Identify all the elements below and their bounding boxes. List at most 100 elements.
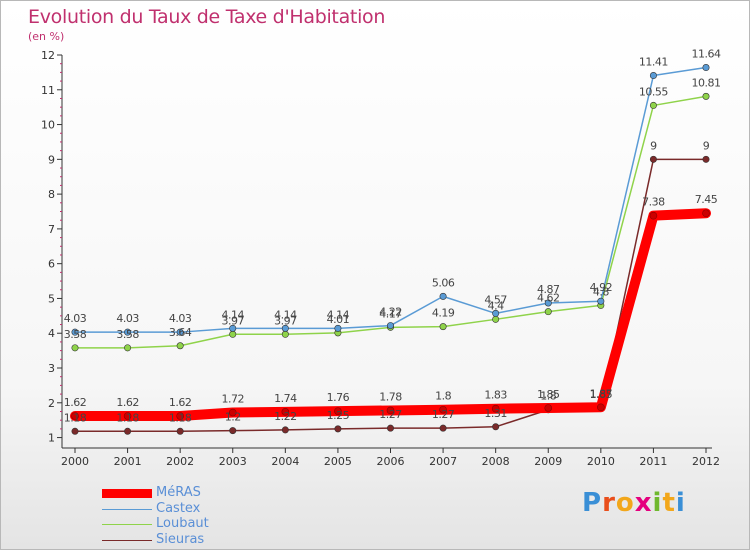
- data-label: 10.81: [692, 76, 721, 89]
- data-label: 4.01: [327, 313, 350, 326]
- data-label: 1.74: [274, 392, 297, 405]
- y-tick-label: 3: [48, 362, 55, 375]
- data-label: 4.14: [327, 308, 350, 321]
- y-tick-label: 8: [48, 188, 55, 201]
- x-tick-label: 2002: [166, 455, 194, 468]
- data-point: [649, 72, 657, 80]
- data-label: 7.45: [695, 193, 718, 206]
- data-point: [176, 328, 184, 336]
- data-label: 4.8: [593, 285, 609, 298]
- logo-letter: i: [675, 488, 686, 518]
- data-label: 4.57: [484, 293, 507, 306]
- data-point: [71, 328, 79, 336]
- data-point: [439, 405, 447, 414]
- data-label: 1.18: [169, 411, 192, 424]
- data-point: [544, 404, 553, 412]
- y-tick-label: 6: [48, 258, 55, 271]
- data-point: [649, 101, 657, 109]
- y-tick-label: 2: [48, 397, 55, 410]
- x-tick-label: 2001: [114, 455, 142, 468]
- data-label: 1.22: [274, 410, 297, 423]
- data-point: [176, 412, 184, 420]
- data-point: [649, 155, 657, 163]
- legend-label: Sieuras: [156, 531, 205, 547]
- data-point: [702, 64, 710, 72]
- data-point: [439, 292, 447, 300]
- data-point: [229, 324, 237, 332]
- data-label: 4.62: [537, 292, 560, 305]
- legend-swatch: [102, 508, 152, 510]
- data-label: 4.14: [274, 308, 297, 321]
- data-point: [124, 427, 132, 435]
- data-label: 1.8: [435, 390, 451, 403]
- data-point: [649, 211, 658, 220]
- data-point: [228, 408, 237, 417]
- data-label: 10.55: [639, 85, 668, 98]
- data-point: [229, 330, 237, 338]
- legend-swatch: [102, 489, 152, 498]
- data-label: 9: [703, 139, 710, 152]
- data-label: 1.87: [590, 387, 613, 400]
- x-tick-label: 2005: [324, 455, 352, 468]
- x-tick-label: 2008: [482, 455, 510, 468]
- data-label: 3.97: [274, 314, 297, 327]
- x-tick-label: 2004: [271, 455, 299, 468]
- logo-letter: i: [652, 488, 663, 518]
- data-label: 1.83: [484, 389, 507, 402]
- logo-letter: t: [662, 488, 676, 518]
- x-tick-label: 2010: [587, 455, 615, 468]
- data-label: 1.8: [540, 390, 556, 403]
- data-point: [439, 424, 447, 432]
- data-label: 7.38: [642, 196, 665, 209]
- data-point: [386, 322, 394, 330]
- data-point: [71, 427, 79, 435]
- data-point: [702, 92, 710, 100]
- data-label: 11.41: [639, 56, 668, 69]
- logo-letter: P: [582, 488, 603, 518]
- data-label: 3.64: [169, 326, 192, 339]
- chart-unit: (en %): [28, 30, 65, 43]
- data-point: [702, 209, 710, 218]
- x-tick-label: 2009: [534, 455, 562, 468]
- data-label: 11.64: [692, 48, 721, 61]
- data-point: [334, 407, 342, 415]
- data-point: [229, 427, 237, 435]
- data-label: 1.27: [432, 408, 455, 421]
- data-point: [176, 427, 184, 435]
- data-point: [544, 308, 552, 316]
- data-label: 3.58: [64, 328, 87, 341]
- x-tick-label: 2011: [639, 455, 667, 468]
- legend-label: Loubaut: [156, 516, 209, 531]
- data-point: [124, 328, 132, 336]
- data-point: [544, 299, 552, 307]
- data-point: [334, 425, 342, 433]
- data-point: [123, 412, 132, 420]
- data-point: [281, 330, 289, 338]
- x-tick-label: 2007: [429, 455, 457, 468]
- legend-label: Castex: [156, 500, 201, 516]
- proxiti-logo: Proxiti: [582, 488, 686, 518]
- y-tick-label: 11: [41, 84, 55, 97]
- data-label: 4.03: [116, 312, 139, 325]
- data-label: 1.27: [379, 408, 402, 421]
- y-tick-label: 7: [48, 223, 55, 236]
- data-label: 1.85: [590, 388, 613, 401]
- data-label: 1.62: [64, 396, 87, 409]
- data-label: 1.78: [379, 390, 402, 403]
- data-label: 4.03: [64, 312, 87, 325]
- y-tick-label: 4: [48, 327, 55, 340]
- data-label: 4.19: [432, 307, 455, 320]
- data-label: 4.87: [537, 283, 560, 296]
- x-tick-label: 2006: [377, 455, 405, 468]
- logo-letter: x: [634, 488, 653, 518]
- data-label: 1.18: [116, 411, 139, 424]
- data-point: [492, 423, 500, 431]
- data-point: [386, 406, 395, 415]
- data-point: [492, 309, 500, 317]
- data-point: [124, 344, 132, 352]
- data-label: 1.76: [327, 391, 350, 404]
- data-label: 5.06: [432, 276, 455, 289]
- data-point: [176, 342, 184, 350]
